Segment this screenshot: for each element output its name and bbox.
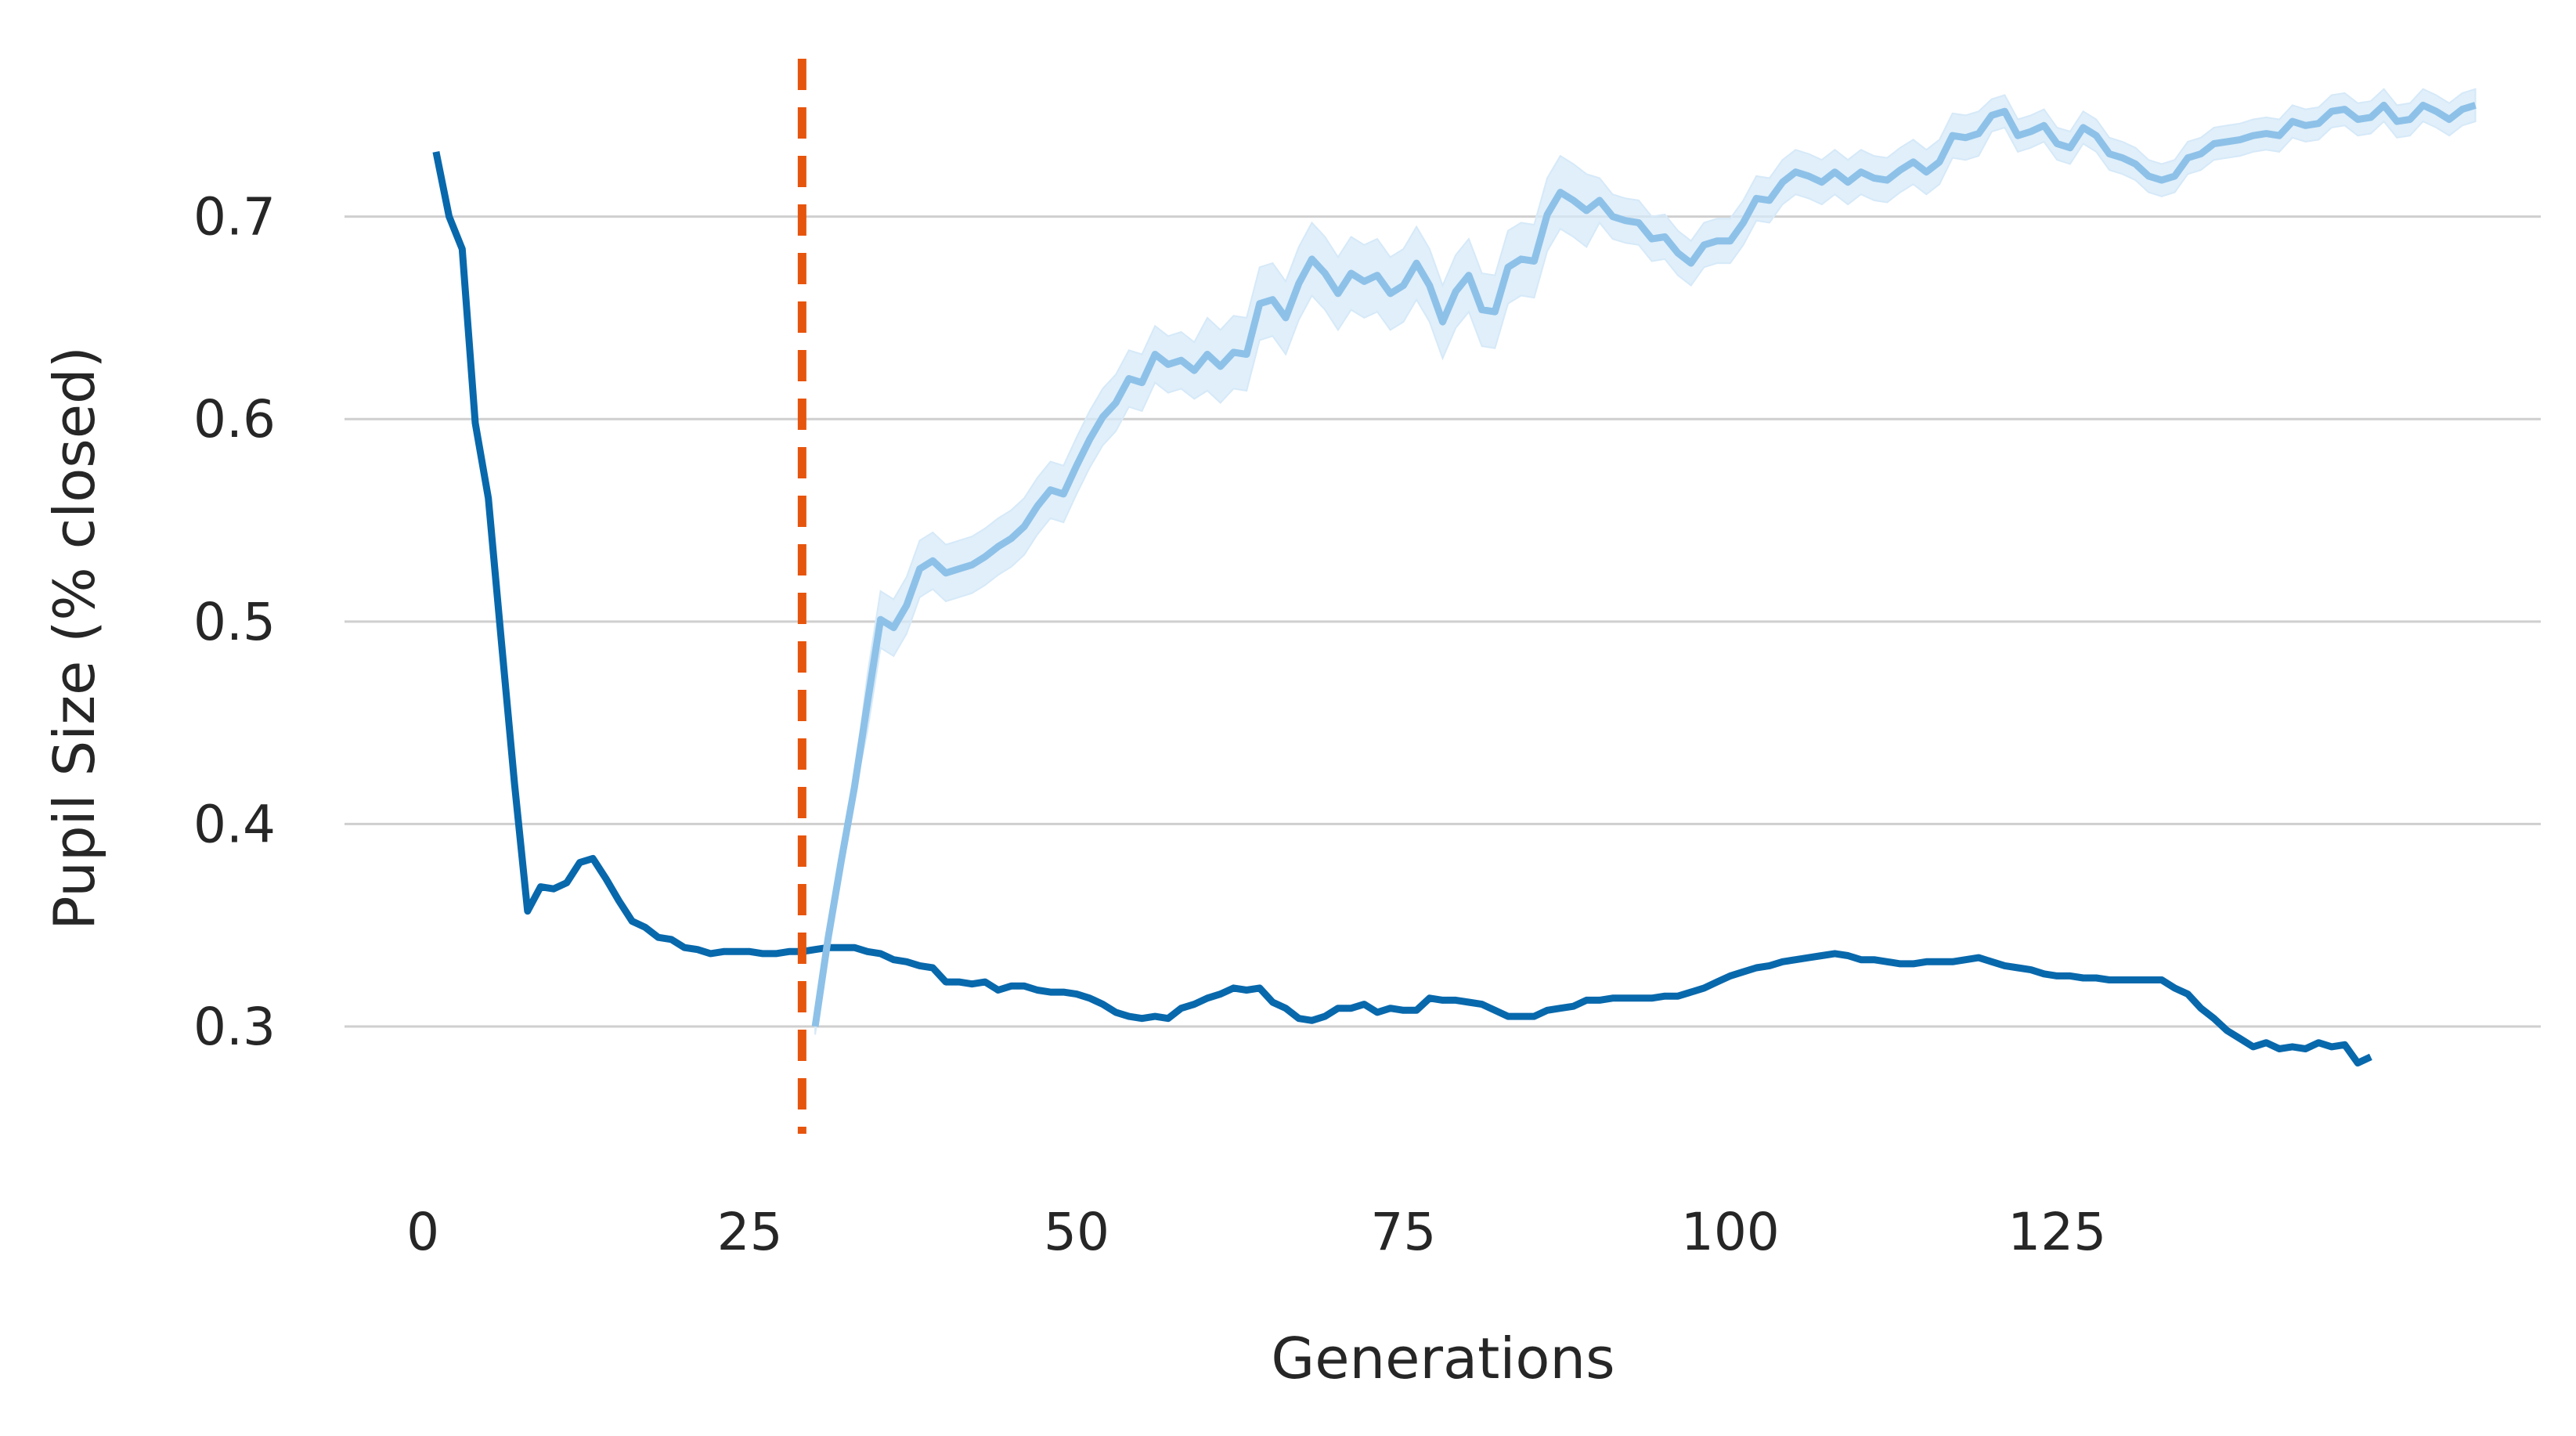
x-tick-label: 0 [406, 1202, 439, 1262]
y-tick-label: 0.4 [193, 794, 276, 854]
y-tick-label: 0.3 [193, 997, 276, 1057]
series-line-1 [811, 101, 2477, 1027]
x-axis-label: Generations [1271, 1326, 1615, 1391]
x-tick-label: 125 [2008, 1202, 2106, 1262]
gridlines [345, 215, 2541, 1028]
x-tick-label: 50 [1044, 1202, 1109, 1262]
y-tick-label: 0.5 [193, 592, 276, 652]
y-axis-ticks: 0.3 0.4 0.5 0.6 0.7 [193, 187, 276, 1057]
x-tick-label: 25 [717, 1202, 783, 1262]
confidence-band-1 [814, 88, 2477, 1035]
y-tick-label: 0.7 [193, 187, 276, 247]
confidence-bands [814, 88, 2477, 1035]
x-tick-label: 75 [1370, 1202, 1436, 1262]
y-axis-label: Pupil Size (% closed) [41, 346, 107, 930]
series-lines [432, 101, 2477, 1067]
y-tick-label: 0.6 [193, 389, 276, 449]
x-axis-ticks: 0 25 50 75 100 125 [406, 1202, 2106, 1262]
x-tick-label: 100 [1681, 1202, 1780, 1262]
series-line-0 [432, 151, 2372, 1067]
